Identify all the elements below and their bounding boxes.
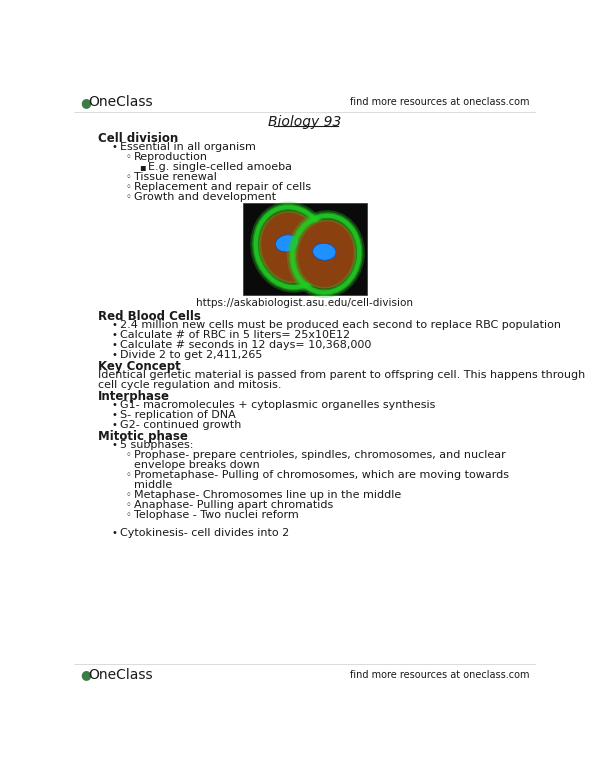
Text: Mitotic phase: Mitotic phase xyxy=(98,430,187,443)
Text: https://askabiologist.asu.edu/cell-division: https://askabiologist.asu.edu/cell-divis… xyxy=(196,298,413,308)
Text: ◦: ◦ xyxy=(126,510,131,520)
Text: find more resources at oneclass.com: find more resources at oneclass.com xyxy=(350,670,530,679)
Ellipse shape xyxy=(275,235,299,252)
Text: •: • xyxy=(112,142,117,152)
Text: •: • xyxy=(112,340,117,350)
Text: ●: ● xyxy=(80,96,92,109)
Text: •: • xyxy=(112,350,117,360)
Text: G1- macromolecules + cytoplasmic organelles synthesis: G1- macromolecules + cytoplasmic organel… xyxy=(120,400,436,410)
Text: ◦: ◦ xyxy=(126,152,131,162)
Text: Interphase: Interphase xyxy=(98,390,170,403)
Text: Anaphase- Pulling apart chromatids: Anaphase- Pulling apart chromatids xyxy=(134,500,333,510)
Text: Key Concept: Key Concept xyxy=(98,360,180,373)
Text: ◦: ◦ xyxy=(126,500,131,510)
Ellipse shape xyxy=(296,219,356,289)
Text: Essential in all organism: Essential in all organism xyxy=(120,142,256,152)
Text: •: • xyxy=(112,410,117,420)
Text: Calculate # of RBC in 5 liters= 25x10E12: Calculate # of RBC in 5 liters= 25x10E12 xyxy=(120,330,350,340)
Text: Replacement and repair of cells: Replacement and repair of cells xyxy=(134,182,311,192)
Text: 5 subphases:: 5 subphases: xyxy=(120,440,193,450)
Ellipse shape xyxy=(313,243,336,260)
Text: ◦: ◦ xyxy=(126,490,131,500)
Text: E.g. single-celled amoeba: E.g. single-celled amoeba xyxy=(148,162,292,172)
Text: •: • xyxy=(112,400,117,410)
Text: find more resources at oneclass.com: find more resources at oneclass.com xyxy=(350,98,530,107)
Text: ◦: ◦ xyxy=(126,450,131,460)
Text: Divide 2 to get 2,411,265: Divide 2 to get 2,411,265 xyxy=(120,350,262,360)
Text: Red Blood Cells: Red Blood Cells xyxy=(98,310,201,323)
Text: ●: ● xyxy=(80,668,92,681)
Text: •: • xyxy=(112,527,117,537)
Text: Biology 93: Biology 93 xyxy=(268,115,342,129)
Text: Calculate # seconds in 12 days= 10,368,000: Calculate # seconds in 12 days= 10,368,0… xyxy=(120,340,371,350)
Text: Prometaphase- Pulling of chromosomes, which are moving towards: Prometaphase- Pulling of chromosomes, wh… xyxy=(134,470,509,480)
Text: S- replication of DNA: S- replication of DNA xyxy=(120,410,236,420)
Text: 2.4 million new cells must be produced each second to replace RBC population: 2.4 million new cells must be produced e… xyxy=(120,320,561,330)
Text: •: • xyxy=(112,440,117,450)
Text: Prophase- prepare centrioles, spindles, chromosomes, and nuclear: Prophase- prepare centrioles, spindles, … xyxy=(134,450,506,460)
Text: Cytokinesis- cell divides into 2: Cytokinesis- cell divides into 2 xyxy=(120,527,289,537)
Text: cell cycle regulation and mitosis.: cell cycle regulation and mitosis. xyxy=(98,380,281,390)
Text: ▪: ▪ xyxy=(139,162,146,172)
Text: ◦: ◦ xyxy=(126,192,131,203)
Text: Growth and development: Growth and development xyxy=(134,192,276,203)
Text: ◦: ◦ xyxy=(126,182,131,192)
Text: G2- continued growth: G2- continued growth xyxy=(120,420,242,430)
Text: Tissue renewal: Tissue renewal xyxy=(134,172,217,182)
Text: Identical genetic material is passed from parent to offspring cell. This happens: Identical genetic material is passed fro… xyxy=(98,370,585,380)
Text: Telophase - Two nuclei reform: Telophase - Two nuclei reform xyxy=(134,510,299,520)
Text: Metaphase- Chromosomes line up in the middle: Metaphase- Chromosomes line up in the mi… xyxy=(134,490,401,500)
Text: Cell division: Cell division xyxy=(98,132,178,146)
Text: Reproduction: Reproduction xyxy=(134,152,208,162)
Text: •: • xyxy=(112,320,117,330)
Text: •: • xyxy=(112,330,117,340)
Text: ◦: ◦ xyxy=(126,172,131,182)
Text: OneClass: OneClass xyxy=(88,668,153,681)
Text: OneClass: OneClass xyxy=(88,95,153,109)
Text: envelope breaks down: envelope breaks down xyxy=(134,460,260,470)
Text: ◦: ◦ xyxy=(126,470,131,480)
Ellipse shape xyxy=(259,211,323,283)
Text: middle: middle xyxy=(134,480,173,490)
Bar xyxy=(243,203,367,295)
Text: •: • xyxy=(112,420,117,430)
